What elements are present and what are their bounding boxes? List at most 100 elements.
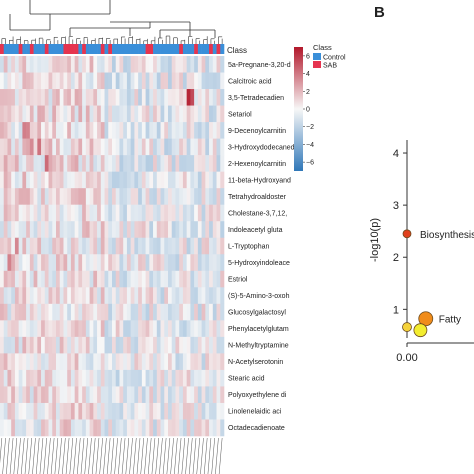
- heatmap-cell: [3, 188, 8, 205]
- heatmap-cell: [220, 155, 225, 172]
- row-label: Glucosylgalactosyl: [228, 310, 286, 317]
- heatmap-cell: [0, 270, 5, 288]
- heatmap-cell: [123, 72, 128, 90]
- heatmap-cell: [168, 221, 173, 239]
- heatmap-cell: [194, 155, 199, 172]
- heatmap-cell: [134, 122, 139, 139]
- heatmap-cell: [33, 122, 38, 139]
- heatmap-cell: [164, 287, 169, 305]
- heatmap-cell: [70, 336, 75, 354]
- heatmap-cell: [179, 171, 184, 189]
- heatmap-cell: [82, 122, 87, 139]
- heatmap-cell: [14, 303, 19, 321]
- heatmap-cell: [56, 72, 61, 90]
- heatmap-cell: [0, 386, 5, 404]
- column-label-mark: [35, 437, 40, 474]
- heatmap-cell: [67, 138, 72, 156]
- heatmap-cell: [89, 171, 94, 189]
- heatmap-cell: [119, 155, 124, 172]
- heatmap-cell: [119, 287, 124, 305]
- class-cell: [11, 44, 16, 54]
- heatmap-cell: [175, 353, 180, 371]
- heatmap-cell: [18, 270, 23, 288]
- heatmap-cell: [126, 336, 131, 354]
- heatmap-cell: [82, 221, 87, 239]
- heatmap-cell: [78, 369, 83, 387]
- heatmap-cell: [37, 270, 42, 288]
- heatmap-cell: [179, 221, 184, 239]
- heatmap-cell: [37, 386, 42, 404]
- heatmap-cell: [175, 254, 180, 272]
- heatmap-cell: [164, 270, 169, 288]
- heatmap-cell: [171, 287, 176, 305]
- heatmap-cell: [59, 122, 64, 139]
- heatmap-cell: [67, 221, 72, 239]
- heatmap-cell: [112, 221, 117, 239]
- heatmap-cell: [134, 89, 139, 106]
- heatmap-cell: [205, 353, 210, 371]
- heatmap-cell: [85, 369, 90, 387]
- heatmap-cell: [123, 287, 128, 305]
- heatmap-cell: [29, 386, 34, 404]
- heatmap-cell: [186, 105, 191, 123]
- heatmap-cell: [171, 369, 176, 387]
- heatmap-cell: [56, 221, 61, 239]
- heatmap-cell: [182, 171, 187, 189]
- heatmap-cell: [108, 138, 113, 156]
- heatmap-cell: [67, 270, 72, 288]
- heatmap-cell: [108, 336, 113, 354]
- heatmap-cell: [100, 56, 105, 73]
- heatmap-cell: [141, 138, 146, 156]
- heatmap-cell: [18, 89, 23, 106]
- heatmap-cell: [59, 369, 64, 387]
- heatmap-cell: [29, 270, 34, 288]
- heatmap-cell: [175, 105, 180, 123]
- heatmap-cell: [194, 204, 199, 222]
- heatmap-cell: [112, 138, 117, 156]
- heatmap-cell: [22, 204, 27, 222]
- colorbar-tick-label: 4: [306, 71, 310, 78]
- heatmap-cell: [149, 303, 154, 321]
- heatmap-cell: [48, 369, 53, 387]
- heatmap-cell: [182, 188, 187, 205]
- heatmap-cell: [134, 287, 139, 305]
- heatmap-cell: [168, 204, 173, 222]
- heatmap-cell: [186, 303, 191, 321]
- column-label-mark: [192, 437, 197, 474]
- heatmap-cell: [138, 171, 143, 189]
- heatmap-cell: [190, 270, 195, 288]
- column-label-mark: [99, 437, 103, 474]
- heatmap-cell: [145, 254, 150, 272]
- row-label: N-Methyltryptamine: [228, 343, 289, 350]
- heatmap-cell: [209, 188, 214, 205]
- heatmap-cell: [141, 171, 146, 189]
- heatmap-cell: [63, 237, 68, 255]
- heatmap-cell: [216, 353, 221, 371]
- heatmap-cell: [153, 138, 158, 156]
- heatmap-cell: [205, 287, 210, 305]
- heatmap-cell: [0, 72, 5, 90]
- heatmap-cell: [186, 56, 191, 73]
- heatmap-cell: [41, 237, 46, 255]
- heatmap-cell: [37, 336, 42, 354]
- heatmap-cell: [14, 270, 19, 288]
- heatmap-cell: [197, 369, 202, 387]
- heatmap-cell: [126, 270, 131, 288]
- heatmap-cell: [52, 204, 57, 222]
- heatmap-cell: [14, 402, 19, 420]
- column-label-mark: [50, 437, 55, 474]
- heatmap-cell: [194, 353, 199, 371]
- row-label: Tetrahydroaldoster: [228, 194, 287, 201]
- heatmap-cell: [153, 72, 158, 90]
- heatmap-cell: [160, 254, 165, 272]
- heatmap-cell: [78, 56, 83, 73]
- heatmap-cell: [3, 56, 8, 73]
- heatmap-cell: [56, 419, 61, 437]
- heatmap-cell: [59, 303, 64, 321]
- heatmap-cell: [26, 188, 31, 205]
- heatmap-cell: [108, 105, 113, 123]
- heatmap-cell: [56, 171, 61, 189]
- heatmap-cell: [56, 237, 61, 255]
- heatmap-cell: [67, 254, 72, 272]
- heatmap-cell: [130, 188, 135, 205]
